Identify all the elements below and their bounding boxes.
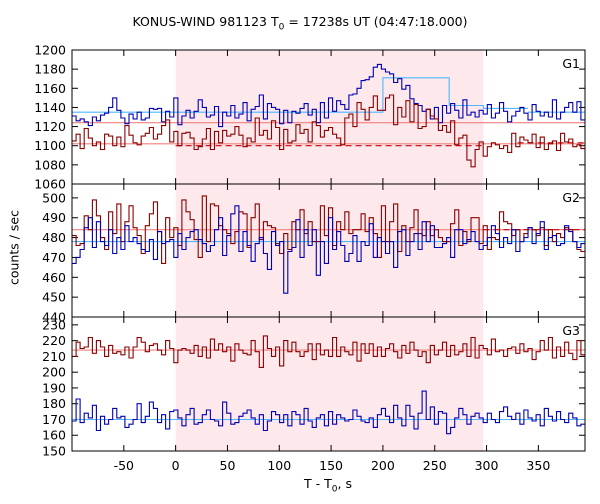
y-tick-label: 210 xyxy=(42,349,66,364)
x-axis-label: T - T0, s xyxy=(304,476,352,495)
y-tick-label: 500 xyxy=(42,190,66,205)
chart-title: KONUS-WIND 981123 T0 = 17238s UT (04:47:… xyxy=(132,14,468,33)
y-tick-label: 1060 xyxy=(34,177,66,192)
y-tick-label: 480 xyxy=(42,230,66,245)
panel-label: G1 xyxy=(562,56,580,71)
x-tick-label: 100 xyxy=(267,458,291,473)
panel-frame xyxy=(71,316,586,452)
y-tick-label: 460 xyxy=(42,270,66,285)
y-tick-label: 1100 xyxy=(34,138,66,153)
series-series-red xyxy=(72,94,585,168)
y-tick-label: 230 xyxy=(42,317,66,332)
y-tick-label: 450 xyxy=(42,290,66,305)
series-series-red xyxy=(72,195,585,264)
y-tick-label: 470 xyxy=(42,250,66,265)
y-tick-label: 1180 xyxy=(34,62,66,77)
y-tick-label: 180 xyxy=(42,396,66,411)
x-tick-label: 50 xyxy=(220,458,236,473)
x-tick-label: 250 xyxy=(423,458,447,473)
x-tick-label: 350 xyxy=(526,458,550,473)
y-tick-label: 1120 xyxy=(34,119,66,134)
x-tick-label: -50 xyxy=(114,458,134,473)
y-tick-label: 170 xyxy=(42,412,66,427)
panel-label: G2 xyxy=(562,190,580,205)
y-tick-label: 490 xyxy=(42,210,66,225)
series-series-blue xyxy=(72,390,585,435)
burst-interval-shade xyxy=(175,50,484,451)
series-series-red xyxy=(72,335,585,368)
x-tick-label: 300 xyxy=(475,458,499,473)
series-series-blue xyxy=(72,205,585,294)
x-tick-label: 150 xyxy=(319,458,343,473)
y-tick-label: 440 xyxy=(42,310,66,325)
y-axis-label: counts / sec xyxy=(6,210,22,286)
y-tick-label: 1080 xyxy=(34,157,66,172)
y-tick-label: 150 xyxy=(42,444,66,459)
y-tick-label: 160 xyxy=(42,428,66,443)
x-tick-label: 0 xyxy=(172,458,180,473)
series-series-blue xyxy=(72,63,585,128)
y-tick-label: 1200 xyxy=(34,43,66,58)
y-tick-label: 1160 xyxy=(34,81,66,96)
y-tick-label: 220 xyxy=(42,333,66,348)
y-tick-label: 1140 xyxy=(34,100,66,115)
fit-line xyxy=(72,77,528,113)
y-tick-label: 200 xyxy=(42,365,66,380)
y-tick-label: 190 xyxy=(42,380,66,395)
panel-label: G3 xyxy=(562,323,580,338)
x-tick-label: 200 xyxy=(371,458,395,473)
